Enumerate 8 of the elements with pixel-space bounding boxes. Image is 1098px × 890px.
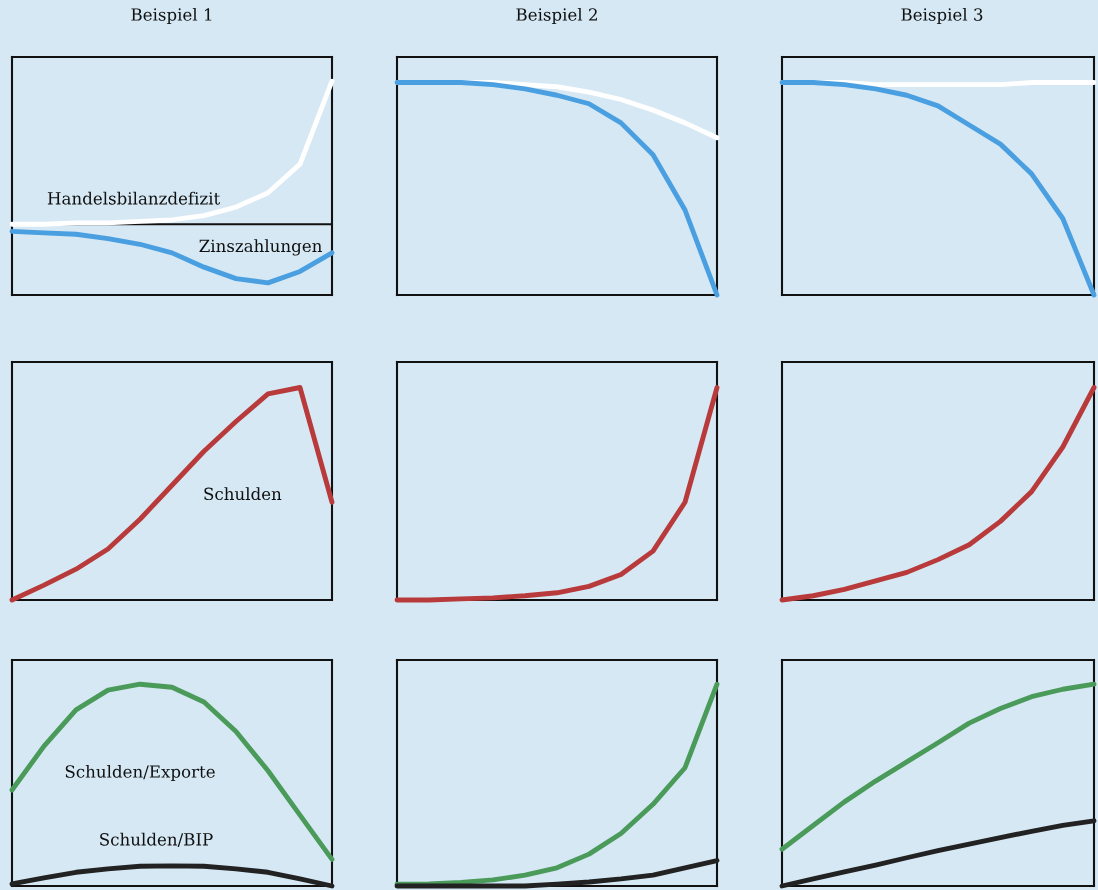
series-label: Schulden/Exporte [65, 764, 215, 782]
chart-title: Beispiel 3 [901, 7, 983, 25]
chart-title: Beispiel 2 [516, 7, 597, 25]
series-label: Schulden/BIP [100, 832, 213, 847]
series-label: Handelsbilanzdefizit [47, 191, 221, 205]
chart-title: Beispiel 1 [131, 7, 212, 25]
series-label: Schulden [204, 487, 282, 501]
series-label: Zinszahlungen [199, 239, 322, 256]
